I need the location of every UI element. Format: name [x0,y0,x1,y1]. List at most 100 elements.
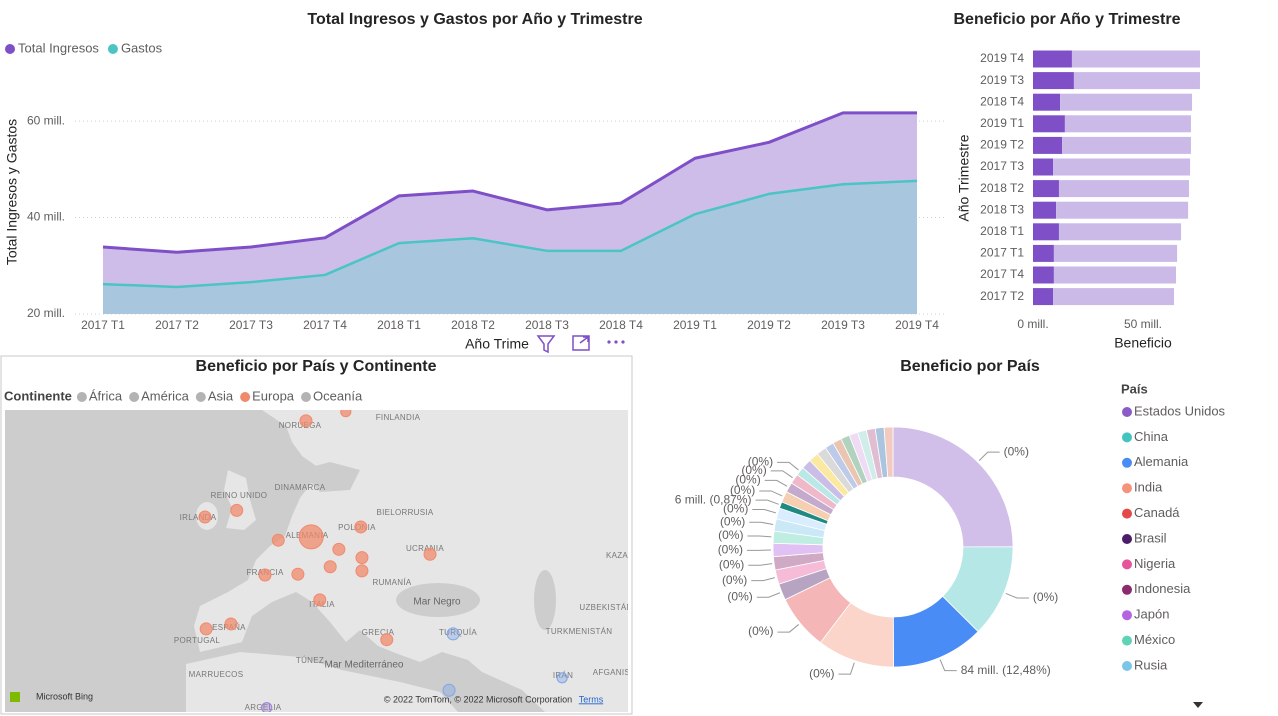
legend-marker [195,392,206,402]
place-label: MARRUECOS [189,670,244,679]
leader-line [751,577,776,582]
bar [1033,93,1061,111]
place-label: TÚNEZ [296,656,324,665]
bubble[interactable] [258,568,272,582]
leader-line [752,509,777,514]
leader-line [1005,592,1029,599]
bar [1064,115,1191,133]
bubble[interactable] [355,551,369,565]
bubble[interactable] [556,672,568,684]
bubble[interactable] [354,520,368,534]
bubble[interactable] [230,503,244,517]
bubble[interactable] [355,564,369,578]
legend-label: Total Ingresos [18,40,99,55]
leader-line [749,521,774,526]
y-tick-label: 2019 T4 [980,51,1024,65]
place-label: GRECIA [362,628,395,637]
leader-line [748,563,773,566]
legend-marker [1122,534,1132,544]
place-label: BIELORRUSIA [376,508,433,517]
x-tick-label: 50 mill. [1124,317,1162,331]
place-label: REINO UNIDO [211,491,268,500]
x-tick-label: 2018 T4 [599,318,643,332]
x-tick-label: 2017 T3 [229,318,273,332]
bubble[interactable] [323,560,337,574]
data-label: (0%) [730,483,755,497]
place-label: FINLANDIA [376,413,421,422]
legend-marker [1122,584,1132,595]
x-tick-label: 0 mill. [1017,317,1048,331]
legend-marker [1122,407,1132,417]
legend-label: Indonesia [1134,581,1191,596]
bubble[interactable] [298,524,324,550]
bar [1033,223,1059,241]
map-terms[interactable]: Terms [579,694,604,704]
bar [1056,201,1189,219]
bubble[interactable] [224,617,238,631]
place-label: UZBEKISTÁN [579,603,632,612]
legend-marker [240,392,251,402]
data-label: (0%) [722,573,747,587]
bubble[interactable] [198,510,212,524]
legend-label: Brasil [1134,530,1167,545]
x-tick-label: 2017 T4 [303,318,347,332]
more-icon[interactable] [607,340,625,344]
bubble[interactable] [380,633,394,647]
slice[interactable] [883,426,894,478]
y-tick-label: 2017 T1 [980,246,1024,260]
chart-title: Total Ingresos y Gastos por Año y Trimes… [307,11,642,28]
bar [1058,180,1189,198]
bubble[interactable] [313,593,327,607]
data-label: (0%) [719,557,744,571]
water [534,570,556,630]
bar [1033,180,1059,198]
chart-title: Beneficio por País [900,358,1040,375]
data-label: (0%) [735,473,760,487]
slice[interactable] [892,426,1014,548]
bubble[interactable] [340,407,352,418]
bubble[interactable] [446,627,460,641]
y-tick-label: 2019 T1 [980,116,1024,130]
sea-label: Mar Negro [413,597,461,608]
bubble[interactable] [261,702,273,713]
legend-label: Nigeria [1134,556,1176,571]
data-label: (0%) [1004,444,1029,458]
leader-line [759,490,783,497]
legend-marker [1122,508,1132,519]
x-tick-label: 2019 T1 [673,318,717,332]
place-label: AFGANIST [593,668,635,677]
legend-label: Canadá [1134,505,1180,520]
chart-title: Beneficio por País y Continente [196,358,437,375]
legend-scroll[interactable] [1193,702,1203,708]
y-tick-label: 40 mill. [27,210,65,224]
y-tick-label: 2017 T2 [980,289,1024,303]
place-label: NORUEGA [279,421,322,430]
bubble[interactable] [271,533,285,547]
bar [1071,50,1200,68]
place-label: UCRANIA [406,544,444,553]
legend-marker [1122,635,1132,646]
bar [1033,244,1054,262]
place-label: PORTUGAL [174,636,221,645]
leader-line [939,659,957,672]
y-axis-label: Año Trimestre [956,134,972,221]
legend-marker [5,44,15,54]
legend-title: Continente [4,388,72,403]
bubble[interactable] [423,547,437,561]
data-label: (0%) [718,528,743,542]
bubble[interactable] [291,567,305,581]
focus-icon[interactable] [572,335,590,351]
bar [1033,201,1057,219]
bubble[interactable] [299,414,313,428]
bubble[interactable] [332,542,346,556]
bar [1062,136,1191,154]
bubble[interactable] [442,683,456,697]
legend-marker [1122,483,1132,494]
data-label: (0%) [1033,590,1058,604]
data-label: (0%) [748,455,773,469]
bubble[interactable] [199,622,213,636]
filter-icon[interactable] [536,335,556,354]
leader-line [978,451,1000,461]
map: FINLANDIA NORUEGA DINAMARCA REINO UNIDO IRLA… [5,407,635,713]
legend-marker [1122,457,1132,468]
